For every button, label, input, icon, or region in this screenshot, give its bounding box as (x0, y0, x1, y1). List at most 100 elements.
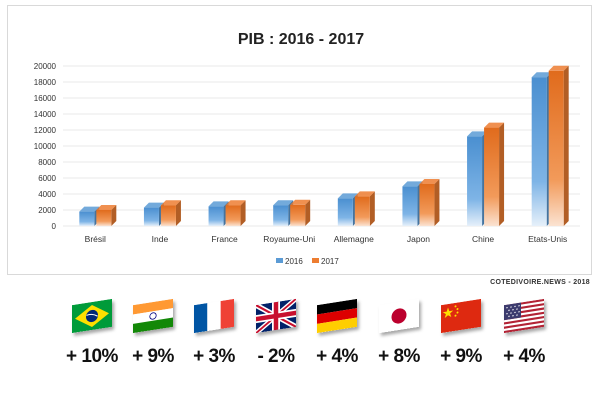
bar-top (96, 205, 117, 210)
bar-front (337, 198, 353, 226)
bar-front (290, 204, 306, 226)
bar-top (354, 191, 375, 197)
flag-item (247, 290, 307, 345)
bar-2017 (290, 199, 311, 226)
bar-front (96, 210, 112, 226)
growth-label: + 9% (440, 346, 482, 367)
x-tick-label: France (211, 234, 238, 244)
india-flag-icon (133, 298, 173, 334)
legend-swatch (276, 258, 283, 263)
legend-item-2016: 2016 (276, 257, 303, 266)
y-tick-label: 4000 (38, 190, 56, 199)
bar-2017 (484, 122, 505, 226)
bar-2017 (419, 179, 440, 226)
y-tick-label: 14000 (34, 110, 57, 119)
france-flag-icon (194, 298, 234, 334)
bar-front (160, 205, 176, 226)
source-credit: COTEDIVOIRE.NEWS - 2018 (490, 279, 590, 286)
y-tick-label: 20000 (34, 62, 57, 71)
bar-top (337, 193, 358, 199)
x-tick-label: Brésil (85, 234, 106, 244)
chart-panel: PIB : 2016 - 2017 0 2000 4000 6000 8000 10000… (7, 5, 592, 275)
legend-label: 2016 (285, 257, 303, 266)
x-tick-label: Royaume-Uni (263, 234, 315, 244)
bar-top (225, 200, 246, 206)
y-tick-label: 2000 (38, 206, 56, 215)
bar-top (402, 181, 423, 187)
brazil-flag-icon (72, 298, 112, 334)
bar-2017 (96, 205, 117, 226)
bar-front (143, 207, 159, 226)
bar-top (160, 200, 181, 206)
bar-front (548, 70, 564, 226)
growth-label: + 10% (66, 346, 118, 367)
legend-item-2017: 2017 (312, 257, 339, 266)
bar-2017 (225, 200, 246, 226)
growth-label: + 9% (132, 346, 174, 367)
bar-top (143, 202, 164, 208)
growth-label: + 3% (193, 346, 235, 367)
chart-title: PIB : 2016 - 2017 (238, 31, 364, 48)
uk-flag-icon (256, 298, 296, 334)
bar-front (354, 196, 370, 226)
bar-front (419, 184, 435, 226)
x-tick-label: Chine (472, 234, 494, 244)
flag-item (370, 290, 430, 345)
flag-item (124, 290, 184, 345)
bar-front (531, 77, 547, 226)
growth-label: + 8% (378, 346, 420, 367)
bar-front (79, 211, 95, 226)
bar-top (208, 201, 229, 207)
y-tick-label: 12000 (34, 126, 57, 135)
growth-label: + 4% (316, 346, 358, 367)
flag-item (185, 290, 245, 345)
flags-row (0, 290, 600, 345)
bar-side (240, 200, 246, 226)
japan-flag-icon (379, 298, 419, 334)
y-tick-label: 8000 (38, 158, 56, 167)
x-tick-label: Allemagne (334, 234, 374, 244)
bar-side (175, 200, 181, 226)
bar-top (484, 122, 505, 128)
bar-top (467, 131, 488, 137)
bar-side (369, 191, 375, 226)
y-tick-label: 6000 (38, 174, 56, 183)
growth-label: - 2% (257, 346, 295, 367)
y-tick-label: 18000 (34, 78, 57, 87)
legend-swatch (312, 258, 319, 263)
flag-item (308, 290, 368, 345)
bar-side (434, 179, 440, 226)
bar-top (531, 72, 552, 78)
bar-top (548, 65, 569, 71)
legend-label: 2017 (321, 257, 339, 266)
flag-item (63, 290, 123, 345)
bar-front (484, 127, 500, 226)
flag-item (495, 290, 555, 345)
bar-front (467, 136, 483, 226)
y-tick-label: 16000 (34, 94, 57, 103)
bar-2017 (354, 191, 375, 226)
bar-top (419, 179, 440, 184)
bar-side (563, 65, 569, 226)
y-tick-label: 10000 (34, 142, 57, 151)
usa-flag-icon (504, 298, 544, 334)
x-tick-label: Etats-Unis (528, 234, 567, 244)
x-tick-label: Inde (152, 234, 169, 244)
bar-top (273, 200, 294, 206)
bar-top (79, 206, 100, 212)
gdp-bar-chart: PIB : 2016 - 2017 0 2000 4000 6000 8000 10000… (34, 31, 580, 266)
germany-flag-icon (317, 298, 357, 334)
china-flag-icon (441, 298, 481, 334)
bar-front (225, 205, 241, 226)
bar-2017 (160, 200, 181, 226)
bar-front (208, 206, 224, 226)
bar-2017 (548, 65, 569, 226)
bar-side (499, 122, 505, 226)
bar-front (402, 186, 418, 226)
x-tick-label: Japon (407, 234, 430, 244)
bar-front (273, 205, 289, 226)
y-tick-label: 0 (52, 222, 57, 231)
flag-item (432, 290, 492, 345)
bar-side (111, 205, 117, 226)
bar-top (290, 199, 311, 205)
